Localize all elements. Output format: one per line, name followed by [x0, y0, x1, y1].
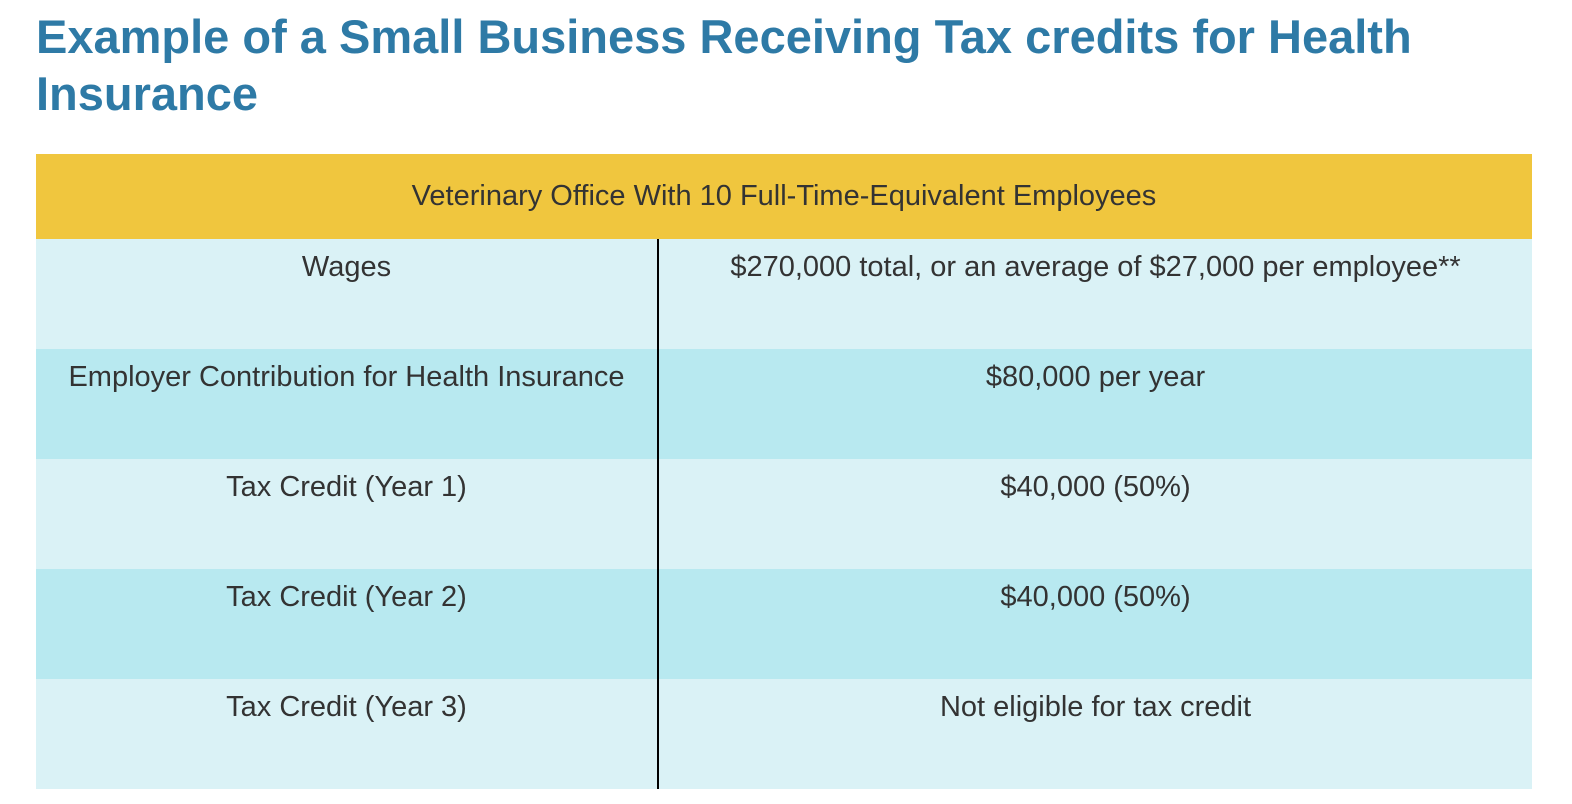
- row-value: Not eligible for tax credit: [658, 679, 1532, 789]
- table-caption: Veterinary Office With 10 Full-Time-Equi…: [36, 154, 1532, 239]
- row-value: $40,000 (50%): [658, 459, 1532, 569]
- page-title: Example of a Small Business Receiving Ta…: [36, 10, 1412, 120]
- table-row: Tax Credit (Year 2) $40,000 (50%): [36, 569, 1532, 679]
- row-label: Tax Credit (Year 1): [36, 459, 659, 569]
- row-value: $80,000 per year: [658, 349, 1532, 459]
- header-row: Veterinary Office With 10 Full-Time-Equi…: [36, 154, 1532, 239]
- row-value: $270,000 total, or an average of $27,000…: [658, 239, 1532, 349]
- table-row: Employer Contribution for Health Insuran…: [36, 349, 1532, 459]
- data-table: Veterinary Office With 10 Full-Time-Equi…: [36, 154, 1532, 789]
- row-label: Wages: [36, 239, 659, 349]
- row-label: Employer Contribution for Health Insuran…: [36, 349, 659, 459]
- row-label: Tax Credit (Year 3): [36, 679, 659, 789]
- table-row: Tax Credit (Year 3) Not eligible for tax …: [36, 679, 1532, 789]
- table-body: Wages $270,000 total, or an average of $2…: [36, 239, 1532, 789]
- table-row: Wages $270,000 total, or an average of $2…: [36, 239, 1532, 349]
- row-value: $40,000 (50%): [658, 569, 1532, 679]
- row-label: Tax Credit (Year 2): [36, 569, 659, 679]
- table-row: Tax Credit (Year 1) $40,000 (50%): [36, 459, 1532, 569]
